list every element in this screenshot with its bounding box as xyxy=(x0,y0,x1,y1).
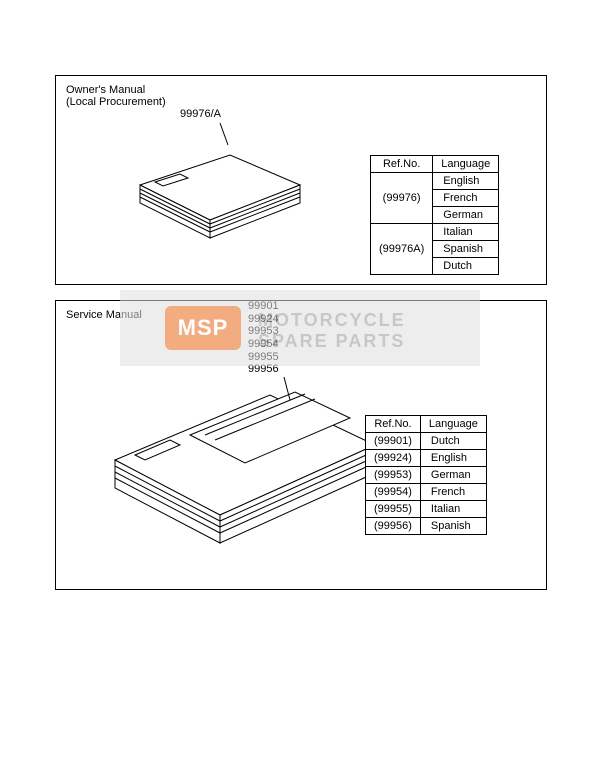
table-row: (99924)English xyxy=(366,450,487,467)
owner-ref-table: Ref.No. Language (99976) English French … xyxy=(370,155,499,275)
table-row: (99954)French xyxy=(366,484,487,501)
col-ref: Ref.No. xyxy=(366,416,421,433)
ref-cell: (99953) xyxy=(366,467,421,484)
owner-manual-drawing xyxy=(130,145,310,265)
table-row: (99956)Spanish xyxy=(366,518,487,535)
callout-ref: 99955 xyxy=(248,351,279,363)
table-header-row: Ref.No. Language xyxy=(366,416,487,433)
service-ref-table: Ref.No. Language (99901)Dutch (99924)Eng… xyxy=(365,415,487,535)
lang-cell: German xyxy=(433,207,499,224)
callout-ref: 99956 xyxy=(248,363,279,375)
table-row: (99953)German xyxy=(366,467,487,484)
ref-cell: (99955) xyxy=(366,501,421,518)
col-ref: Ref.No. xyxy=(371,156,433,173)
lang-cell: English xyxy=(433,173,499,190)
callout-ref: 99901 xyxy=(248,300,279,312)
owner-callout-text: 99976/A xyxy=(180,108,221,120)
ref-cell: (99956) xyxy=(366,518,421,535)
service-callout-labels: 99901 99924 99953 99954 99955 99956 xyxy=(248,300,279,376)
lang-cell: Spanish xyxy=(420,518,486,535)
callout-ref: 99924 xyxy=(248,313,279,325)
table-row: (99976) English xyxy=(371,173,499,190)
lang-cell: Italian xyxy=(420,501,486,518)
lang-cell: Italian xyxy=(433,224,499,241)
lang-cell: French xyxy=(420,484,486,501)
col-lang: Language xyxy=(420,416,486,433)
lang-cell: Spanish xyxy=(433,241,499,258)
callout-ref: 99954 xyxy=(248,338,279,350)
lang-cell: Dutch xyxy=(433,258,499,275)
table-row: (99976A) Italian xyxy=(371,224,499,241)
owner-title-line2: (Local Procurement) xyxy=(66,96,166,108)
lang-cell: German xyxy=(420,467,486,484)
ref-cell: (99976) xyxy=(371,173,433,224)
ref-cell: (99924) xyxy=(366,450,421,467)
owner-panel-title: Owner's Manual (Local Procurement) xyxy=(66,84,166,108)
service-panel-title: Service Manual xyxy=(66,309,142,321)
owner-callout-label: 99976/A xyxy=(180,108,221,120)
ref-cell: (99954) xyxy=(366,484,421,501)
service-manual-drawing xyxy=(95,380,395,590)
lang-cell: French xyxy=(433,190,499,207)
ref-cell: (99976A) xyxy=(371,224,433,275)
col-lang: Language xyxy=(433,156,499,173)
lang-cell: English xyxy=(420,450,486,467)
table-header-row: Ref.No. Language xyxy=(371,156,499,173)
table-row: (99901)Dutch xyxy=(366,433,487,450)
callout-ref: 99953 xyxy=(248,325,279,337)
service-title-text: Service Manual xyxy=(66,309,142,321)
owner-title-line1: Owner's Manual xyxy=(66,84,145,96)
ref-cell: (99901) xyxy=(366,433,421,450)
lang-cell: Dutch xyxy=(420,433,486,450)
table-row: (99955)Italian xyxy=(366,501,487,518)
